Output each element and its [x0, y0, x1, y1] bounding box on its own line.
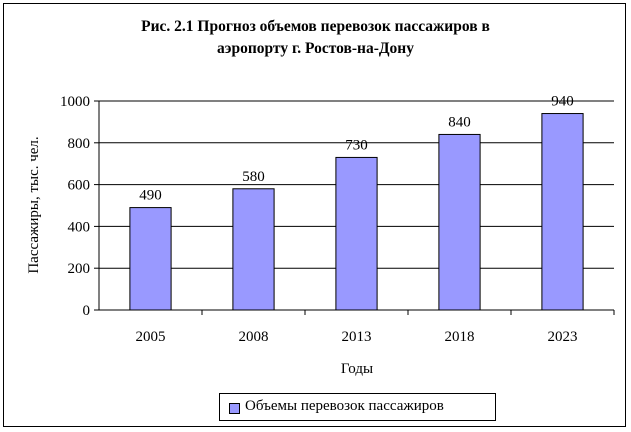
legend: Объемы перевозок пассажиров: [219, 393, 496, 421]
y-tick-label: 200: [68, 261, 91, 277]
y-tick-label: 400: [68, 219, 91, 235]
bar: [541, 113, 584, 311]
bar: [129, 207, 172, 311]
axes: [94, 100, 615, 315]
y-axis-label: Пассажиры, тыс. чел.: [26, 136, 42, 273]
data-label: 840: [448, 114, 471, 130]
x-tick-label: 2005: [136, 329, 166, 345]
chart-title-line-1: Рис. 2.1 Прогноз объемов перевозок пасса…: [141, 18, 490, 35]
x-tick-label: 2023: [548, 329, 578, 345]
legend-label: Объемы перевозок пассажиров: [245, 398, 444, 414]
y-tick-label: 800: [68, 136, 91, 152]
y-tick-label: 1000: [60, 94, 90, 110]
bar: [232, 188, 275, 311]
bar: [335, 156, 378, 311]
x-tick-label: 2008: [239, 329, 269, 345]
x-tick-label: 2018: [445, 329, 475, 345]
x-tick-labels: 2005 2008 2013 2018 2023: [136, 329, 578, 345]
y-tick-label: 0: [83, 303, 91, 319]
bars: [129, 113, 584, 311]
y-tick-labels: 0 200 400 600 800 1000: [60, 94, 90, 319]
data-labels: 490 580 730 840 940: [139, 94, 574, 204]
x-axis-label: Годы: [341, 361, 373, 377]
legend-swatch: [229, 403, 240, 414]
chart-title-line-2: аэропорту г. Ростов-на-Дону: [217, 40, 414, 57]
data-label: 490: [139, 188, 162, 204]
data-label: 730: [345, 137, 368, 153]
x-tick-label: 2013: [342, 329, 372, 345]
data-label: 580: [242, 169, 265, 185]
chart-title: Рис. 2.1 Прогноз объемов перевозок пасса…: [0, 16, 631, 60]
bar: [438, 133, 481, 311]
data-label: 940: [551, 94, 574, 110]
chart-frame: [3, 3, 626, 427]
y-tick-label: 600: [68, 178, 91, 194]
